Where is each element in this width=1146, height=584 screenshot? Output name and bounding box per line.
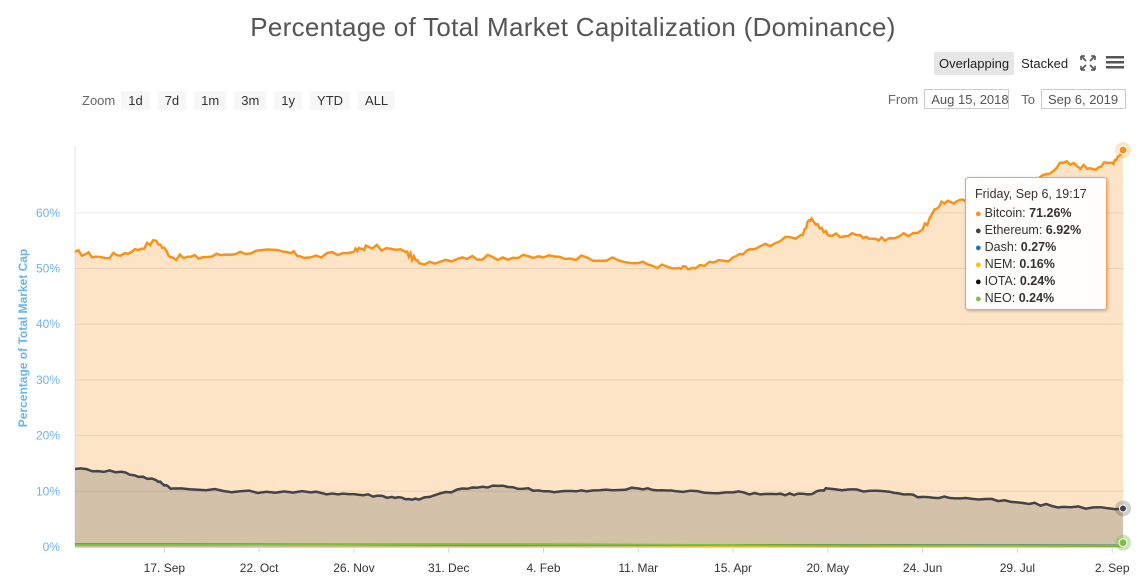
x-tick-label: 24. Jun [903,561,942,575]
y-tick-label: 50% [36,262,60,276]
tooltip-row: ● Dash: 0.27% [975,239,1097,256]
series-dot-icon: ● [975,293,982,305]
x-tick-label: 20. May [806,561,849,575]
zoom-7d-button[interactable]: 7d [157,90,187,110]
tooltip-row: ● NEO: 0.24% [975,290,1097,307]
tooltip-row: ● IOTA: 0.24% [975,273,1097,290]
tooltip-series-name: Dash: [984,240,1021,254]
view-mode-toggle: Overlapping Stacked [934,51,1073,75]
ethereum-hover-marker [1119,504,1127,513]
x-tick-label: 11. Mar [618,561,658,575]
series-line-neo [74,543,1124,547]
x-tick-label: 17. Sep [144,561,186,575]
x-tick-label: 22. Oct [240,561,279,575]
y-axis-ticks: 0% 10% 20% 30% 40% 50% 60% [36,206,60,554]
series-dot-icon: ● [975,208,982,220]
x-tick-label: 4. Feb [526,561,560,575]
tooltip-series-value: 6.92% [1045,223,1082,237]
tooltip-row: ● NEM: 0.16% [975,256,1097,273]
date-range-selector: From To [882,89,1126,109]
series-areas [75,150,1123,547]
zoom-ytd-button[interactable]: YTD [310,90,351,110]
y-tick-label: 60% [36,206,60,220]
x-tick-label: 26. Nov [333,561,374,575]
hamburger-menu-icon[interactable] [1105,54,1125,70]
chart-title: Percentage of Total Market Capitalizatio… [250,12,896,42]
x-tick-label: 15. Apr [714,561,752,575]
tooltip-row: ● Ethereum: 6.92% [975,222,1097,239]
zoom-3m-button[interactable]: 3m [234,90,267,110]
y-tick-label: 10% [36,484,60,498]
x-axis-ticks: 17. Sep 22. Oct 26. Nov 31. Dec 4. Feb 11. Ma… [144,547,1130,575]
x-tick-label: 31. Dec [428,561,469,575]
tooltip-header: Friday, Sep 6, 19:17 [975,187,1087,201]
tooltip-series-name: Bitcoin: [984,206,1030,220]
grid-lines [74,146,1123,548]
overlapping-button[interactable]: Overlapping [934,51,1015,75]
series-dot-icon: ● [975,259,982,271]
tooltip-series-name: NEM: [984,257,1020,271]
series-area-ethereum [75,468,1123,547]
y-tick-label: 30% [36,373,60,387]
neo-hover-marker [1118,538,1128,548]
series-dot-icon: ● [975,276,982,288]
x-tick-label: 2. Sep [1095,561,1130,575]
tooltip-series-value: 0.16% [1019,257,1055,271]
tooltip-series-value: 0.24% [1018,291,1055,305]
tooltip-series-name: Ethereum: [984,223,1046,237]
y-tick-label: 40% [36,317,60,331]
series-dot-icon: ● [975,225,982,237]
tooltip-series-value: 0.27% [1020,240,1057,254]
tooltip-series-name: IOTA: [984,274,1020,288]
series-line-ethereum [74,467,1124,511]
zoom-1d-button[interactable]: 1d [121,90,150,110]
zoom-controls: Zoom 1d 7d 1m 3m 1y YTD ALL [82,90,403,110]
series-dot-icon: ● [975,242,982,254]
from-label: From [887,91,919,107]
bitcoin-hover-marker [1118,145,1128,155]
y-tick-label: 20% [36,429,60,443]
data-tooltip: Friday, Sep 6, 19:17 ● Bitcoin: 71.26% ● Et… [965,177,1107,310]
tooltip-series-name: NEO: [984,291,1019,305]
zoom-label: Zoom [82,92,116,108]
zoom-1y-button[interactable]: 1y [274,90,303,110]
to-date-input[interactable] [1041,89,1126,109]
to-label: To [1021,91,1035,107]
series-area-bitcoin [75,150,1123,547]
zoom-all-button[interactable]: ALL [358,90,396,110]
from-date-input[interactable] [924,89,1010,109]
tooltip-series-value: 0.24% [1019,274,1056,288]
x-tick-label: 29. Jul [1000,561,1035,575]
fullscreen-icon[interactable] [1079,55,1097,71]
y-axis-label: Percentage of Total Market Cap [16,249,30,428]
y-tick-label: 0% [43,540,61,554]
stacked-button[interactable]: Stacked [1021,55,1069,71]
tooltip-series-value: 71.26% [1029,206,1072,220]
zoom-1m-button[interactable]: 1m [194,90,227,110]
hover-markers [1115,142,1131,551]
tooltip-row: ● Bitcoin: 71.26% [975,205,1097,222]
